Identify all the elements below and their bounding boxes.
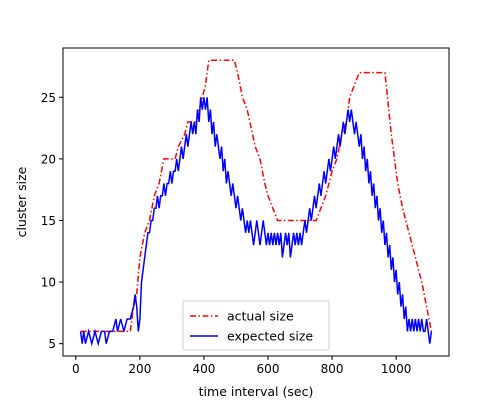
series-line-actual-size bbox=[80, 59, 433, 333]
y-tick-label: 15 bbox=[41, 214, 56, 228]
x-tick-label: 800 bbox=[321, 362, 344, 376]
series-line-expected-size bbox=[79, 97, 433, 347]
x-tick-label: 1000 bbox=[381, 362, 412, 376]
x-axis-label: time interval (sec) bbox=[199, 384, 314, 399]
y-axis-label: cluster size bbox=[14, 166, 29, 237]
y-tick-label: 10 bbox=[41, 276, 56, 290]
legend-box bbox=[182, 300, 330, 351]
series-lines-layer bbox=[79, 59, 433, 347]
y-tick-label: 20 bbox=[41, 152, 56, 166]
legend-label-expected-size: expected size bbox=[227, 329, 313, 344]
axis-ticks-layer: 0 200 400 600 800 1000 5 10 15 20 25 bbox=[41, 91, 412, 376]
x-tick-label: 400 bbox=[192, 362, 215, 376]
x-tick-label: 0 bbox=[72, 362, 80, 376]
legend: actual size expected size bbox=[182, 300, 330, 351]
y-tick-label: 5 bbox=[48, 337, 56, 351]
plot-area-frame bbox=[62, 47, 450, 357]
y-tick-label: 25 bbox=[41, 91, 56, 105]
legend-label-actual-size: actual size bbox=[227, 309, 294, 324]
x-tick-label: 600 bbox=[257, 362, 280, 376]
x-tick-label: 200 bbox=[128, 362, 151, 376]
